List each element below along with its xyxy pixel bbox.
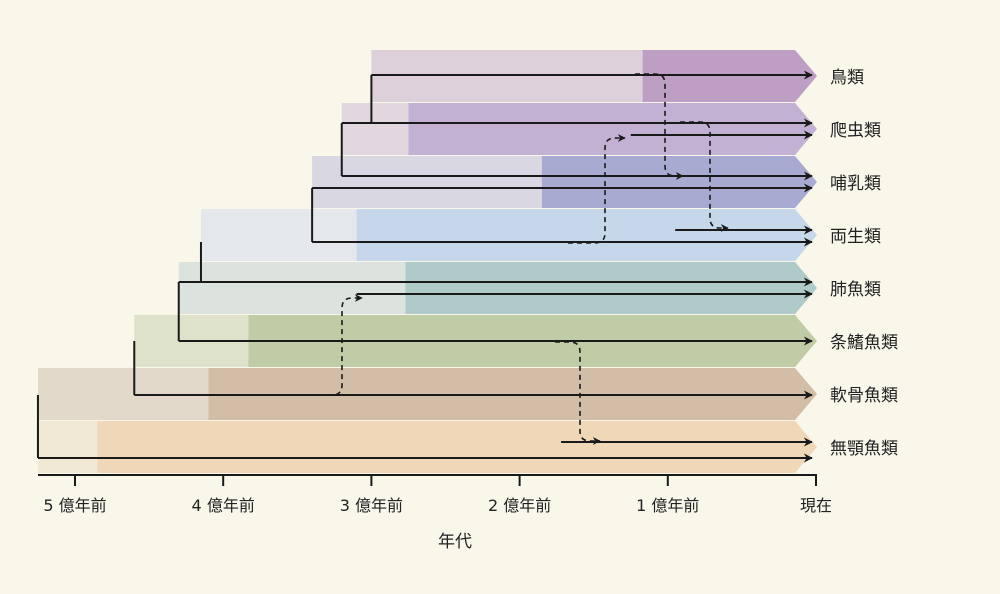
lineage-line-layer <box>37 70 813 463</box>
axis-tick-label: 3 億年前 <box>340 496 403 515</box>
dashed-connector <box>555 341 601 445</box>
axis-tick-label: 5 億年前 <box>43 496 106 515</box>
band-main <box>97 421 818 473</box>
connector-layer <box>36 75 373 458</box>
axis-tick-label: 現在 <box>800 496 832 515</box>
group-label: 肺魚類 <box>830 280 881 300</box>
band-early <box>178 262 406 314</box>
band-early <box>312 156 542 208</box>
band-main <box>405 262 817 314</box>
band-layer <box>37 50 818 473</box>
group-label: 軟骨魚類 <box>830 386 898 406</box>
band-main <box>541 156 817 208</box>
axis-tick-label: 4 億年前 <box>192 496 255 515</box>
group-label: 両生類 <box>830 227 881 247</box>
group-label: 哺乳類 <box>830 174 881 194</box>
band-early <box>200 209 357 261</box>
band-early <box>37 421 98 473</box>
axis-tick-label: 1 億年前 <box>636 496 699 515</box>
band-early <box>341 103 409 155</box>
group-label: 爬虫類 <box>830 121 881 141</box>
band-main <box>408 103 817 155</box>
axis-tick-label: 2 億年前 <box>488 496 551 515</box>
axis-title: 年代 <box>438 532 472 552</box>
group-label: 鳥類 <box>830 68 864 88</box>
group-label: 無顎魚類 <box>830 439 898 459</box>
band-main <box>356 209 817 261</box>
time-axis: 年代 5 億年前 4 億年前 3 億年前 2 億年前 1 億年前 現在 <box>38 474 832 552</box>
group-label: 条鰭魚類 <box>830 333 898 353</box>
